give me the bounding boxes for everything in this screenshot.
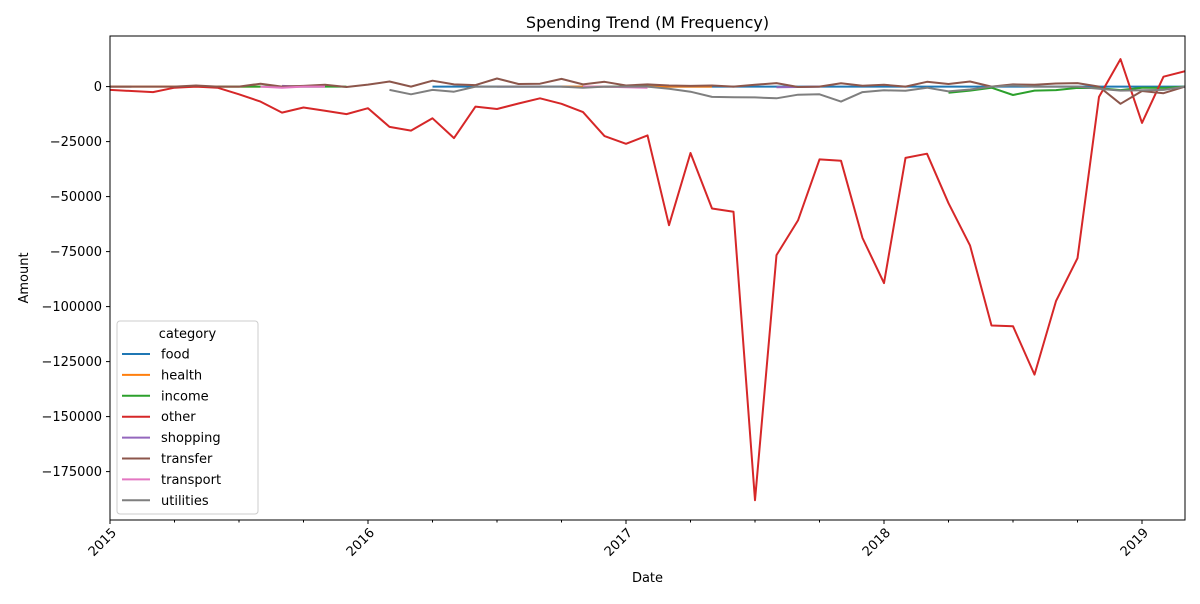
y-tick-label: −75000: [50, 245, 102, 260]
y-tick-label: −100000: [41, 300, 102, 315]
x-axis: 2015 2016 2017 2018 2019: [86, 520, 1152, 560]
legend-label-other: other: [161, 410, 196, 425]
y-tick-label: −25000: [50, 135, 102, 150]
y-tick-label: 0: [94, 80, 102, 95]
y-axis-label: Amount: [17, 252, 32, 303]
y-tick-label: −175000: [41, 465, 102, 480]
legend-box: [116, 320, 259, 515]
legend: category food health income other shopping tra…: [116, 320, 259, 515]
series-line-other: [110, 58, 1185, 502]
x-axis-label: Date: [632, 571, 663, 586]
legend-label-transfer: transfer: [161, 452, 213, 467]
legend-label-transport: transport: [161, 473, 221, 488]
x-tick-label: 2017: [602, 526, 636, 560]
x-tick-label: 2015: [86, 526, 120, 560]
legend-label-shopping: shopping: [161, 431, 221, 446]
y-tick-label: −50000: [50, 190, 102, 205]
series-line-utilities: [389, 84, 1185, 103]
legend-title: category: [159, 327, 217, 342]
series-line-income: [948, 85, 1185, 96]
legend-label-health: health: [161, 368, 202, 383]
y-axis: 0 −25000 −50000 −75000 −100000 −125000 −150000…: [41, 80, 110, 480]
x-tick-label: 2018: [860, 526, 894, 560]
y-tick-label: −125000: [41, 355, 102, 370]
series-line-transport: [260, 85, 325, 89]
series-layer: [110, 58, 1185, 502]
series-line-transfer: [110, 77, 1185, 105]
x-tick-label: 2019: [1118, 526, 1152, 560]
y-tick-label: −150000: [41, 410, 102, 425]
x-tick-label: 2016: [344, 526, 378, 560]
chart-title: Spending Trend (M Frequency): [526, 13, 769, 32]
legend-label-food: food: [161, 348, 190, 363]
legend-label-income: income: [161, 389, 209, 404]
legend-label-utilities: utilities: [161, 494, 209, 509]
plot-frame: [109, 35, 1186, 521]
